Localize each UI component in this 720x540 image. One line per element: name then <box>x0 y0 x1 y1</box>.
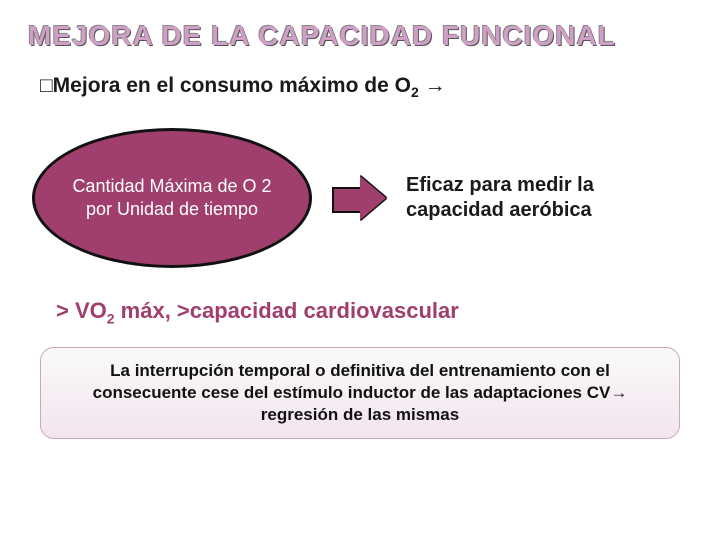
conclusion-prefix: > VO <box>56 298 107 323</box>
subtitle: □Mejora en el consumo máximo de O2 → <box>40 74 692 100</box>
subtitle-text: □Mejora en el consumo máximo de O <box>40 74 411 97</box>
conclusion-line: > VO2 máx, >capacidad cardiovascular <box>56 298 692 326</box>
note-text: La interrupción temporal o definitiva de… <box>93 361 628 424</box>
note-box: La interrupción temporal o definitiva de… <box>40 347 680 439</box>
conclusion-subscript: 2 <box>107 311 115 327</box>
ellipse-text: Cantidad Máxima de O 2 por Unidad de tie… <box>59 175 285 222</box>
definition-ellipse: Cantidad Máxima de O 2 por Unidad de tie… <box>32 128 312 268</box>
conclusion-rest: máx, >capacidad cardiovascular <box>115 298 459 323</box>
subtitle-arrow: → <box>419 74 446 97</box>
arrow-right-icon <box>332 176 386 220</box>
diagram-row: Cantidad Máxima de O 2 por Unidad de tie… <box>28 128 692 268</box>
result-text: Eficaz para medir la capacidad aeróbica <box>406 173 656 223</box>
subtitle-subscript: 2 <box>411 84 419 100</box>
slide-title: MEJORA DE LA CAPACIDAD FUNCIONAL <box>28 20 692 52</box>
